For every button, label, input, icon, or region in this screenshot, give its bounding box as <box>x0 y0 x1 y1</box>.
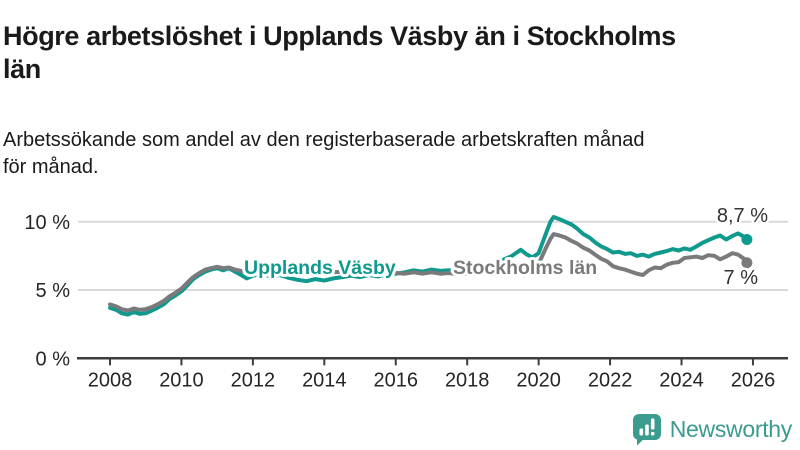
y-axis-tick-label: 5 % <box>36 280 71 302</box>
page-subtitle-line-2: för månad. <box>3 156 99 178</box>
series-end-dot-stockholms-lan <box>741 257 753 269</box>
y-axis-tick-label: 10 % <box>24 212 70 234</box>
x-axis-tick-label: 2010 <box>159 369 204 391</box>
x-axis-tick-label: 2022 <box>588 369 633 391</box>
x-axis-tick-label: 2016 <box>374 369 419 391</box>
unemployment-line-chart: 0 % 5 % 10 % 2008 2010 2012 2014 2016 2018 2020 20… <box>24 203 788 391</box>
x-axis-tick-label: 2012 <box>231 369 276 391</box>
page-subtitle-line-1: Arbetssökande som andel av den registerb… <box>3 129 645 151</box>
series-line-upplands-vasby <box>108 215 749 317</box>
newsworthy-logo: Newsworthy <box>631 413 792 446</box>
page-title-line-2: län <box>3 54 41 85</box>
y-axis-tick-label: 0 % <box>36 348 71 370</box>
series-line-stockholms-lan <box>108 232 749 313</box>
x-axis-tick-label: 2026 <box>731 369 776 391</box>
page-subtitle: Arbetssökande som andel av den registerb… <box>3 127 793 181</box>
x-axis-tick-label: 2020 <box>516 369 561 391</box>
series-label-stockholms-lan: Stockholms län <box>453 257 597 279</box>
series-label-upplands-vasby: Upplands Väsby <box>244 257 396 279</box>
x-axis-tick-label: 2018 <box>445 369 490 391</box>
series-end-value-upplands-vasby: 8,7 % <box>717 205 768 227</box>
x-axis-tick-label: 2024 <box>659 369 704 391</box>
page-title: Högre arbetslöshet i Upplands Väsby än i… <box>3 20 797 86</box>
page-title-line-1: Högre arbetslöshet i Upplands Väsby än i… <box>3 21 676 52</box>
newsworthy-logo-icon <box>632 414 661 446</box>
series-end-value-stockholms-lan: 7 % <box>724 267 759 289</box>
series-end-dot-upplands-vasby <box>741 234 753 246</box>
x-axis-tick-label: 2014 <box>302 369 347 391</box>
newsworthy-logo-text: Newsworthy <box>669 416 793 442</box>
x-axis-tick-label: 2008 <box>88 369 133 391</box>
